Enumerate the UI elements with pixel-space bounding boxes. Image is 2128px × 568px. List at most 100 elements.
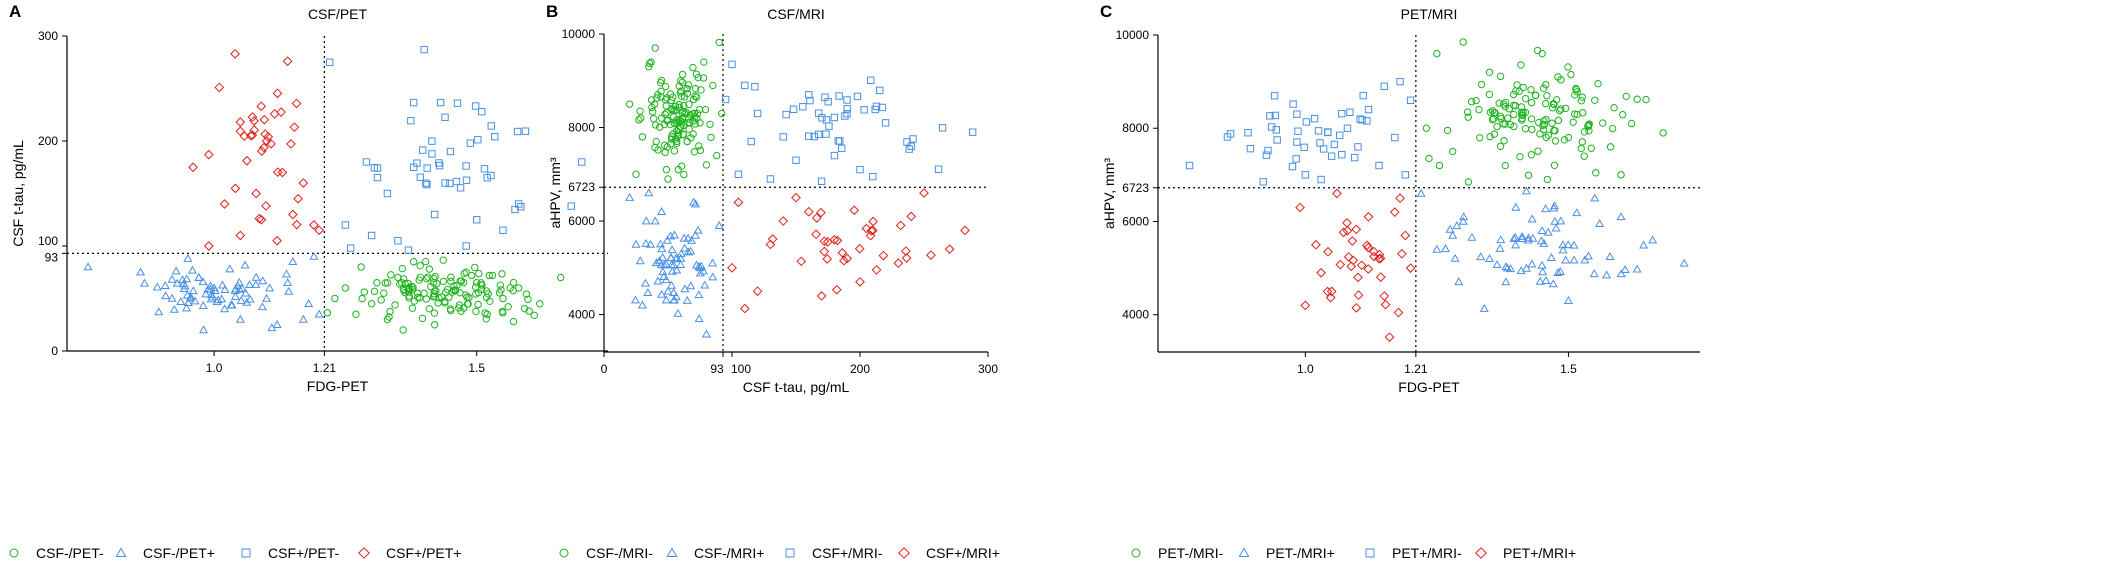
data-point — [245, 280, 255, 288]
data-point — [1425, 154, 1433, 163]
data-point — [1380, 82, 1388, 90]
series-PET-/MRI+ — [1416, 186, 1689, 312]
data-point — [1501, 120, 1509, 128]
data-point — [446, 179, 454, 188]
data-point — [679, 101, 688, 110]
data-point — [240, 260, 250, 269]
data-point — [766, 175, 775, 183]
data-point — [944, 244, 955, 254]
data-point — [567, 202, 575, 210]
data-point — [341, 221, 350, 229]
legend-marker — [9, 548, 19, 558]
data-point — [462, 176, 471, 184]
data-point — [1558, 245, 1568, 254]
data-point — [298, 178, 309, 188]
data-point — [352, 310, 360, 318]
data-point — [881, 119, 890, 127]
legend-label: CSF-/MRI+ — [694, 545, 764, 561]
data-point — [1262, 151, 1271, 159]
data-point — [1551, 127, 1559, 135]
legend: PET-/MRI- PET-/MRI+ PET+/MRI- PET+/MRI+ — [1131, 545, 1576, 561]
data-point — [1527, 86, 1535, 94]
data-point — [428, 150, 436, 158]
data-point — [680, 93, 689, 101]
legend-label: CSF+/PET+ — [386, 545, 461, 561]
data-point — [397, 279, 406, 287]
data-point — [452, 177, 461, 186]
data-point — [625, 100, 634, 108]
data-point — [456, 184, 465, 192]
legend: CSF-/PET- CSF-/PET+ CSF+/PET- CSF+/PET+ — [9, 545, 461, 561]
data-point — [1379, 291, 1390, 301]
data-point — [1524, 171, 1533, 179]
data-point — [220, 285, 230, 293]
data-point — [446, 147, 455, 156]
data-point — [675, 103, 684, 112]
data-point — [733, 197, 744, 208]
x-tick-label: 0 — [601, 362, 608, 376]
data-point — [695, 268, 705, 277]
data-point — [287, 209, 298, 220]
data-point — [1484, 254, 1495, 263]
data-point — [288, 257, 298, 266]
data-point — [662, 235, 672, 244]
data-point — [1587, 144, 1595, 152]
data-point — [1500, 137, 1508, 145]
data-point — [684, 81, 693, 89]
data-point — [439, 277, 448, 286]
data-point — [441, 113, 449, 122]
data-point — [819, 236, 830, 247]
data-point — [1356, 260, 1367, 271]
data-point — [652, 137, 660, 146]
legend-marker — [358, 547, 370, 559]
data-point — [1541, 276, 1551, 284]
data-point — [1543, 175, 1552, 184]
data-point — [830, 113, 839, 122]
legend-marker — [1365, 548, 1375, 558]
data-point — [691, 92, 699, 100]
data-point — [682, 108, 690, 117]
data-point — [640, 278, 651, 287]
y-tick-label: 6000 — [1122, 214, 1149, 228]
data-point — [463, 300, 472, 308]
data-point — [832, 235, 843, 246]
data-point — [751, 82, 759, 91]
data-point — [1364, 105, 1373, 114]
data-point — [1501, 277, 1511, 286]
data-point — [298, 314, 308, 323]
data-point — [171, 266, 181, 275]
data-point — [1560, 136, 1569, 144]
data-point — [1642, 95, 1650, 104]
data-point — [383, 279, 392, 287]
data-point — [394, 273, 402, 282]
data-point — [669, 260, 679, 269]
data-point — [701, 329, 711, 338]
data-point — [214, 82, 225, 93]
data-point — [1477, 80, 1486, 89]
data-point — [821, 93, 829, 101]
data-point — [1551, 137, 1560, 145]
data-point — [517, 202, 525, 211]
data-point — [487, 122, 495, 130]
data-point — [289, 122, 300, 133]
data-point — [831, 284, 842, 295]
data-point — [509, 317, 518, 326]
data-point — [699, 74, 708, 82]
data-point — [1401, 171, 1410, 179]
data-point — [435, 161, 444, 170]
data-point — [1323, 246, 1333, 257]
data-point — [1293, 110, 1301, 118]
data-point — [905, 145, 913, 153]
data-point — [497, 286, 505, 294]
data-point — [1354, 143, 1362, 151]
data-point — [176, 297, 186, 305]
data-point — [1490, 130, 1499, 138]
data-point — [263, 131, 274, 142]
data-point — [1627, 119, 1636, 128]
data-point — [672, 135, 680, 143]
data-point — [425, 304, 433, 313]
data-point — [431, 272, 439, 281]
data-point — [418, 314, 427, 323]
x-tick-label: 1.5 — [1560, 362, 1577, 376]
data-point — [1435, 161, 1444, 170]
